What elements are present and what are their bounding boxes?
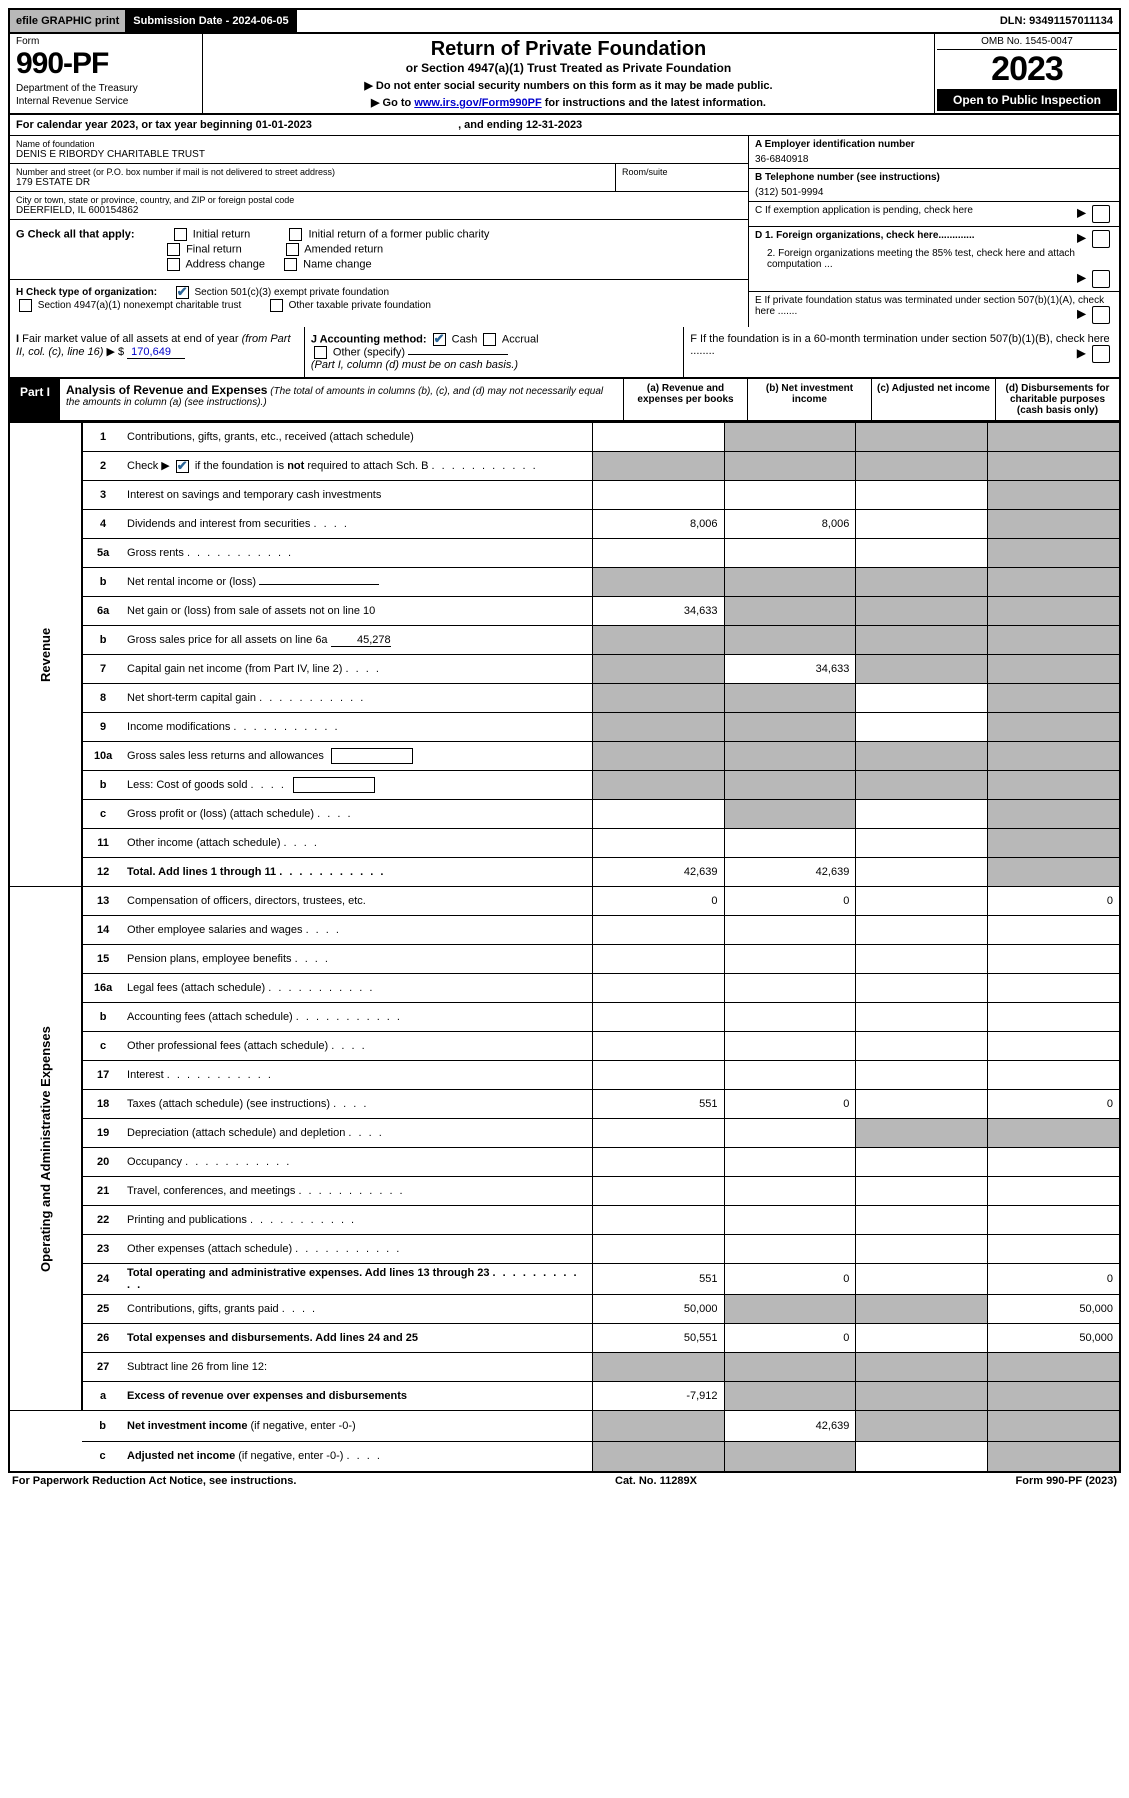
initial-return-former-checkbox[interactable] <box>289 228 302 241</box>
4947a1-checkbox[interactable] <box>19 299 32 312</box>
col-d-header: (d) Disbursements for charitable purpose… <box>995 379 1119 420</box>
ein-cell: A Employer identification number 36-6840… <box>749 136 1119 169</box>
initial-return-checkbox[interactable] <box>174 228 187 241</box>
foreign-org-checkbox[interactable] <box>1092 230 1110 248</box>
dln: DLN: 93491157011134 <box>994 10 1119 32</box>
foreign-85-checkbox[interactable] <box>1092 270 1110 288</box>
open-public: Open to Public Inspection <box>937 89 1117 111</box>
part1-table: Revenue 1Contributions, gifts, grants, e… <box>8 422 1121 1473</box>
part1-desc: Analysis of Revenue and Expenses (The to… <box>60 379 623 420</box>
form-ref: Form 990-PF (2023) <box>1016 1475 1118 1487</box>
paperwork-notice: For Paperwork Reduction Act Notice, see … <box>12 1475 296 1487</box>
header-right: OMB No. 1545-0047 2023 Open to Public In… <box>934 34 1119 113</box>
city-cell: City or town, state or province, country… <box>10 192 748 220</box>
expenses-side-label: Operating and Administrative Expenses <box>9 887 82 1411</box>
room-suite: Room/suite <box>616 164 748 191</box>
other-taxable-checkbox[interactable] <box>270 299 283 312</box>
60month-checkbox[interactable] <box>1092 345 1110 363</box>
foundation-name: DENIS E RIBORDY CHARITABLE TRUST <box>16 149 742 160</box>
footer: For Paperwork Reduction Act Notice, see … <box>8 1473 1121 1489</box>
foundation-name-cell: Name of foundation DENIS E RIBORDY CHARI… <box>10 136 748 164</box>
submission-date: Submission Date - 2024-06-05 <box>127 10 296 32</box>
ijf-row: I Fair market value of all assets at end… <box>8 327 1121 379</box>
street-address: 179 ESTATE DR <box>16 177 609 188</box>
c-exemption-pending: C If exemption application is pending, c… <box>749 202 1119 227</box>
phone: (312) 501-9994 <box>755 187 823 198</box>
entity-info: Name of foundation DENIS E RIBORDY CHARI… <box>8 136 1121 327</box>
part1-header: Part I Analysis of Revenue and Expenses … <box>8 379 1121 422</box>
h-org-type: H Check type of organization: Section 50… <box>10 280 748 318</box>
col-c-header: (c) Adjusted net income <box>871 379 995 420</box>
dept-irs: Internal Revenue Service <box>16 96 196 107</box>
accrual-checkbox[interactable] <box>483 333 496 346</box>
g-check-apply: G Check all that apply: Initial return I… <box>10 220 748 280</box>
name-change-checkbox[interactable] <box>284 258 297 271</box>
cat-no: Cat. No. 11289X <box>615 1475 697 1487</box>
form-header: Form 990-PF Department of the Treasury I… <box>8 34 1121 115</box>
address-row: Number and street (or P.O. box number if… <box>10 164 748 192</box>
final-return-checkbox[interactable] <box>167 243 180 256</box>
address-change-checkbox[interactable] <box>167 258 180 271</box>
form-subtitle: or Section 4947(a)(1) Trust Treated as P… <box>207 61 930 75</box>
header-center: Return of Private Foundation or Section … <box>203 34 934 113</box>
note-link: ▶ Go to www.irs.gov/Form990PF for instru… <box>207 96 930 109</box>
efile-print[interactable]: efile GRAPHIC print <box>10 10 127 32</box>
j-accounting: J Accounting method: Cash Accrual Other … <box>305 327 684 377</box>
501c3-checkbox[interactable] <box>176 286 189 299</box>
col-a-header: (a) Revenue and expenses per books <box>623 379 747 420</box>
amended-return-checkbox[interactable] <box>286 243 299 256</box>
e-terminated: E If private foundation status was termi… <box>749 292 1119 327</box>
header-left: Form 990-PF Department of the Treasury I… <box>10 34 203 113</box>
top-spacer <box>297 10 994 32</box>
schb-checkbox[interactable] <box>176 460 189 473</box>
calendar-year-row: For calendar year 2023, or tax year begi… <box>8 115 1121 136</box>
top-bar: efile GRAPHIC print Submission Date - 20… <box>8 8 1121 34</box>
city-state-zip: DEERFIELD, IL 600154862 <box>16 205 742 216</box>
i-fmv: I Fair market value of all assets at end… <box>10 327 305 377</box>
cash-checkbox[interactable] <box>433 333 446 346</box>
dept-treasury: Department of the Treasury <box>16 83 196 94</box>
form990pf-link[interactable]: www.irs.gov/Form990PF <box>414 97 541 109</box>
form-title: Return of Private Foundation <box>207 38 930 61</box>
form-number: 990-PF <box>16 47 196 81</box>
ein: 36-6840918 <box>755 154 808 165</box>
revenue-side-label: Revenue <box>9 423 82 887</box>
other-method-checkbox[interactable] <box>314 346 327 359</box>
phone-cell: B Telephone number (see instructions) (3… <box>749 169 1119 202</box>
col-b-header: (b) Net investment income <box>747 379 871 420</box>
fmv-value: 170,649 <box>127 346 185 359</box>
f-60month: F If the foundation is in a 60-month ter… <box>684 327 1119 377</box>
terminated-checkbox[interactable] <box>1092 306 1110 324</box>
omb-number: OMB No. 1545-0047 <box>937 36 1117 50</box>
tax-year: 2023 <box>937 50 1117 89</box>
note-ssn: ▶ Do not enter social security numbers o… <box>207 79 930 92</box>
part1-label: Part I <box>10 379 60 420</box>
exemption-pending-checkbox[interactable] <box>1092 205 1110 223</box>
d-foreign-org: D 1. Foreign organizations, check here..… <box>749 227 1119 292</box>
form-label: Form <box>16 36 196 47</box>
